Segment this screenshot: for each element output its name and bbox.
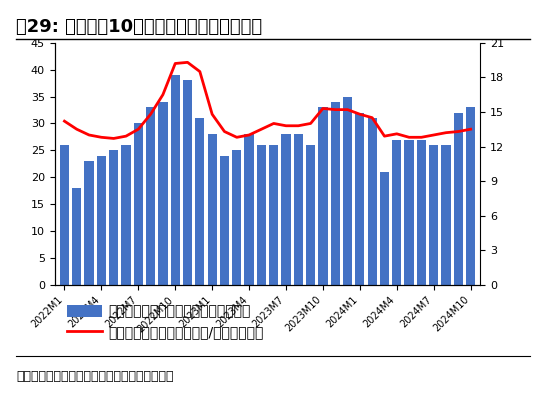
Legend: 温氏股份肉鸡销售收入（亿元，左轴）, 温氏股份肉鸡销售均价（元/公斤，右轴）: 温氏股份肉鸡销售收入（亿元，左轴）, 温氏股份肉鸡销售均价（元/公斤，右轴） (62, 299, 270, 345)
Bar (269, 145, 278, 285)
Bar (60, 145, 69, 285)
Bar (109, 150, 118, 285)
Bar (146, 107, 155, 285)
Bar (183, 81, 192, 285)
Bar (405, 140, 414, 285)
Bar (331, 102, 340, 285)
Bar (306, 145, 315, 285)
Bar (466, 107, 475, 285)
Text: 图29: 温氏股份10月肉鸡收入、均价环比上升: 图29: 温氏股份10月肉鸡收入、均价环比上升 (16, 18, 263, 36)
Bar (294, 134, 303, 285)
Bar (367, 118, 377, 285)
Bar (343, 96, 352, 285)
Bar (232, 150, 241, 285)
Bar (257, 145, 266, 285)
Bar (281, 134, 290, 285)
Bar (220, 156, 229, 285)
Bar (318, 107, 328, 285)
Bar (195, 118, 204, 285)
Bar (355, 113, 365, 285)
Bar (245, 134, 254, 285)
Bar (121, 145, 130, 285)
Bar (134, 123, 143, 285)
Bar (429, 145, 438, 285)
Text: 数据来源：温氏股份公司公告、开源证券研究所: 数据来源：温氏股份公司公告、开源证券研究所 (16, 370, 174, 383)
Bar (454, 113, 463, 285)
Bar (85, 161, 94, 285)
Bar (158, 102, 168, 285)
Bar (417, 140, 426, 285)
Bar (392, 140, 401, 285)
Bar (170, 75, 180, 285)
Bar (207, 134, 217, 285)
Bar (72, 188, 81, 285)
Bar (441, 145, 450, 285)
Bar (97, 156, 106, 285)
Bar (380, 172, 389, 285)
